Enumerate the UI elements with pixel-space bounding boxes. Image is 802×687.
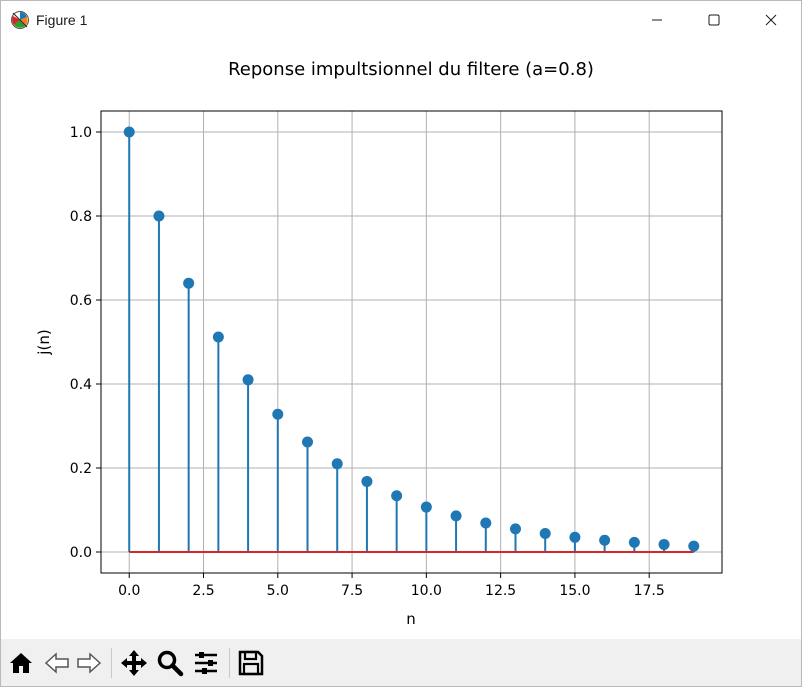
y-tick-label: 0.4	[70, 377, 92, 393]
y-axis-label: j(n)	[35, 329, 53, 355]
stem-marker	[658, 538, 670, 550]
stem-marker	[242, 374, 254, 386]
y-ticks: 0.0 0.2 0.4 0.6 0.8 1.0	[70, 125, 101, 561]
matplotlib-app-icon	[11, 11, 29, 29]
x-tick-label: 7.5	[341, 583, 363, 599]
window-title: Figure 1	[36, 12, 88, 28]
x-tick-label: 0.0	[118, 583, 140, 599]
zoom-button[interactable]	[155, 648, 185, 678]
stem-marker	[628, 536, 640, 548]
x-tick-label: 17.5	[634, 583, 665, 599]
stem-marker	[539, 528, 551, 540]
stem-marker	[302, 436, 314, 448]
stem-marker	[183, 277, 195, 289]
stem-marker	[123, 126, 135, 138]
home-icon	[10, 653, 32, 673]
stem-marker	[599, 534, 611, 546]
toolbar-separator	[111, 648, 112, 678]
toolbar-separator	[229, 648, 230, 678]
pan-button[interactable]	[119, 648, 149, 678]
stem-marker	[212, 331, 224, 343]
configure-subplots-button[interactable]	[191, 648, 221, 678]
forward-button[interactable]	[74, 648, 104, 678]
minimize-icon	[652, 19, 662, 21]
close-button[interactable]	[742, 1, 800, 39]
y-tick-label: 0.6	[70, 293, 92, 309]
chart-title: Reponse impultsionnel du filtere (a=0.8)	[228, 59, 594, 80]
close-icon	[765, 14, 777, 26]
x-tick-label: 5.0	[267, 583, 289, 599]
stem-markers	[123, 126, 700, 552]
title-bar[interactable]: Figure 1	[1, 1, 801, 39]
stem-lines	[128, 132, 695, 552]
y-tick-label: 1.0	[70, 125, 92, 141]
x-tick-label: 12.5	[485, 583, 516, 599]
stem-marker	[450, 510, 462, 522]
stem-marker	[153, 210, 165, 222]
y-tick-label: 0.2	[70, 461, 92, 477]
forward-icon	[77, 652, 102, 674]
stem-marker	[272, 408, 284, 420]
minimize-button[interactable]	[628, 1, 686, 39]
stem-chart: Reponse impultsionnel du filtere (a=0.8)…	[35, 59, 723, 628]
stem-marker	[391, 490, 403, 502]
x-tick-label: 2.5	[192, 583, 214, 599]
maximize-icon	[708, 14, 720, 26]
stem-marker	[420, 501, 432, 513]
x-ticks: 0.0 2.5 5.0 7.5 10.0 12.5 15.0 17.5	[118, 573, 665, 599]
navigation-toolbar	[1, 639, 801, 686]
zoom-icon	[157, 650, 184, 677]
maximize-button[interactable]	[685, 1, 743, 39]
stem-marker	[509, 523, 521, 535]
grid-lines	[101, 111, 722, 573]
back-button[interactable]	[42, 648, 72, 678]
pan-icon	[121, 650, 147, 676]
save-button[interactable]	[236, 648, 266, 678]
x-axis-label: n	[406, 610, 416, 628]
stem-marker	[361, 475, 373, 487]
home-button[interactable]	[6, 648, 36, 678]
axes-frame	[100, 110, 723, 574]
back-icon	[44, 652, 69, 674]
stem-marker	[480, 517, 492, 529]
save-icon	[238, 650, 264, 676]
y-tick-label: 0.8	[70, 209, 92, 225]
x-tick-label: 15.0	[559, 583, 590, 599]
stem-marker	[688, 540, 700, 552]
stem-marker	[569, 531, 581, 543]
stem-marker	[331, 458, 343, 470]
y-tick-label: 0.0	[70, 545, 92, 561]
figure-canvas[interactable]: Reponse impultsionnel du filtere (a=0.8)…	[1, 39, 801, 638]
x-tick-label: 10.0	[411, 583, 442, 599]
configure-subplots-icon	[195, 652, 217, 674]
